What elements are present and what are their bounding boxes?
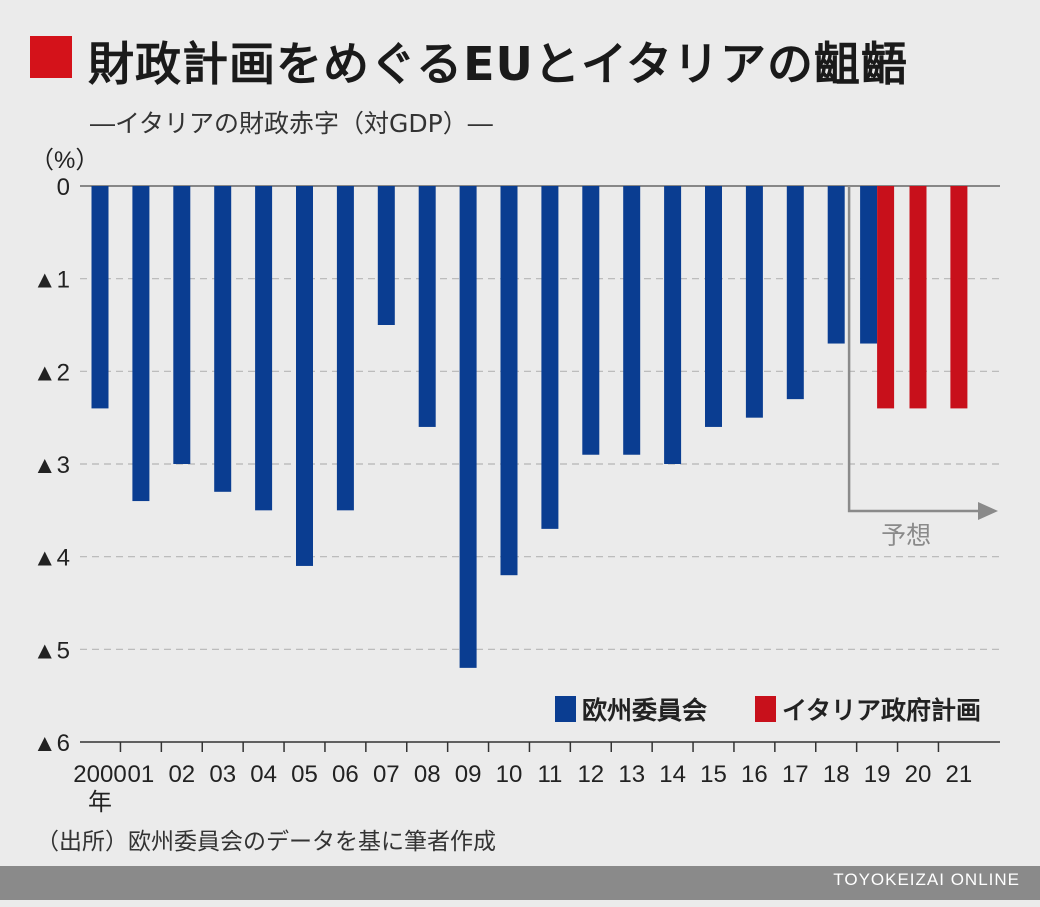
y-axis-ticks: 0 ▲1 ▲2 ▲3 ▲4 ▲5 ▲6	[33, 174, 70, 757]
x-tick-label: 11	[537, 761, 562, 788]
bar-欧州委員会	[91, 186, 109, 409]
bar-欧州委員会	[786, 186, 804, 400]
x-tick-label: 18	[823, 761, 850, 788]
bar-欧州委員会	[336, 186, 354, 511]
x-tick-label: 16	[741, 761, 768, 788]
y-unit-label: （%）	[30, 147, 99, 174]
title-marker	[30, 36, 72, 78]
x-unit-label: 年	[88, 789, 112, 816]
bar-欧州委員会	[860, 186, 878, 344]
chart-subtitle: ―イタリアの財政赤字（対GDP）―	[90, 109, 493, 138]
legend-label: イタリア政府計画	[782, 696, 981, 725]
y-tick-label: ▲1	[33, 267, 70, 294]
bar-イタリア政府計画	[877, 186, 895, 409]
x-tick-label: 14	[659, 761, 686, 788]
x-tick-label: 12	[577, 761, 604, 788]
forecast-label: 予想	[881, 521, 931, 550]
bar-欧州委員会	[705, 186, 722, 427]
x-tick-label: 08	[414, 761, 441, 788]
bar-欧州委員会	[418, 186, 436, 427]
bar-欧州委員会	[214, 186, 232, 492]
bars	[91, 186, 968, 668]
bar-欧州委員会	[255, 186, 273, 511]
x-tick-label: 10	[496, 761, 523, 788]
bar-欧州委員会	[377, 186, 395, 325]
bar-欧州委員会	[664, 186, 682, 464]
bar-欧州委員会	[296, 186, 313, 566]
legend-swatch	[555, 696, 576, 722]
legend-swatch	[755, 696, 776, 722]
x-axis: 2000 01 02 03 04 05 06 07 08 09 10 11 12 13 14 15 16 17 18…	[73, 741, 1000, 816]
bar-欧州委員会	[500, 186, 518, 576]
legend: 欧州委員会 イタリア政府計画	[555, 696, 981, 725]
x-tick-label: 02	[168, 761, 195, 788]
bar-欧州委員会	[459, 186, 477, 668]
bar-欧州委員会	[132, 186, 150, 502]
bar-欧州委員会	[173, 186, 191, 464]
chart-title: 財政計画をめぐるEUとイタリアの齟齬	[88, 37, 909, 91]
bar-イタリア政府計画	[909, 186, 927, 409]
x-tick-label: 09	[455, 761, 482, 788]
forecast-arrow-line	[847, 186, 985, 513]
x-tick-label: 17	[782, 761, 809, 788]
legend-label: 欧州委員会	[582, 696, 707, 725]
grid-lines	[80, 185, 1000, 650]
x-tick-label: 13	[618, 761, 645, 788]
y-tick-label: ▲2	[33, 359, 70, 386]
forecast-arrow-head	[978, 502, 998, 520]
bar-欧州委員会	[623, 186, 641, 455]
x-tick-label: 04	[250, 761, 277, 788]
x-tick-label: 15	[700, 761, 727, 788]
bar-欧州委員会	[541, 186, 559, 529]
y-tick-label: ▲5	[33, 637, 70, 664]
x-tick-label: 07	[373, 761, 400, 788]
x-tick-label: 20	[905, 761, 932, 788]
x-tick-label: 03	[209, 761, 236, 788]
bar-欧州委員会	[827, 186, 845, 344]
x-tick-label: 21	[946, 761, 973, 788]
bar-欧州委員会	[582, 186, 600, 455]
bar-イタリア政府計画	[950, 186, 968, 409]
bar-chart: （%） 0 ▲1 ▲2 ▲3 ▲4 ▲5 ▲6 2000 01 02 03 04 05 06 07 08 09…	[30, 147, 1000, 816]
bar-欧州委員会	[745, 186, 763, 418]
y-tick-label: 0	[57, 174, 70, 201]
x-tick-label: 06	[332, 761, 359, 788]
forecast-annotation: 予想	[847, 186, 998, 550]
x-tick-label: 19	[864, 761, 891, 788]
x-tick-label: 05	[291, 761, 318, 788]
y-tick-label: ▲6	[33, 730, 70, 757]
source-note: （出所）欧州委員会のデータを基に筆者作成	[36, 829, 496, 855]
y-tick-label: ▲4	[33, 545, 70, 572]
x-tick-label: 01	[128, 761, 155, 788]
footer-bar: TOYOKEIZAI ONLINE	[0, 866, 1040, 900]
x-tick-label: 2000	[73, 761, 126, 788]
footer-credit: TOYOKEIZAI ONLINE	[833, 870, 1020, 889]
y-tick-label: ▲3	[33, 452, 70, 479]
